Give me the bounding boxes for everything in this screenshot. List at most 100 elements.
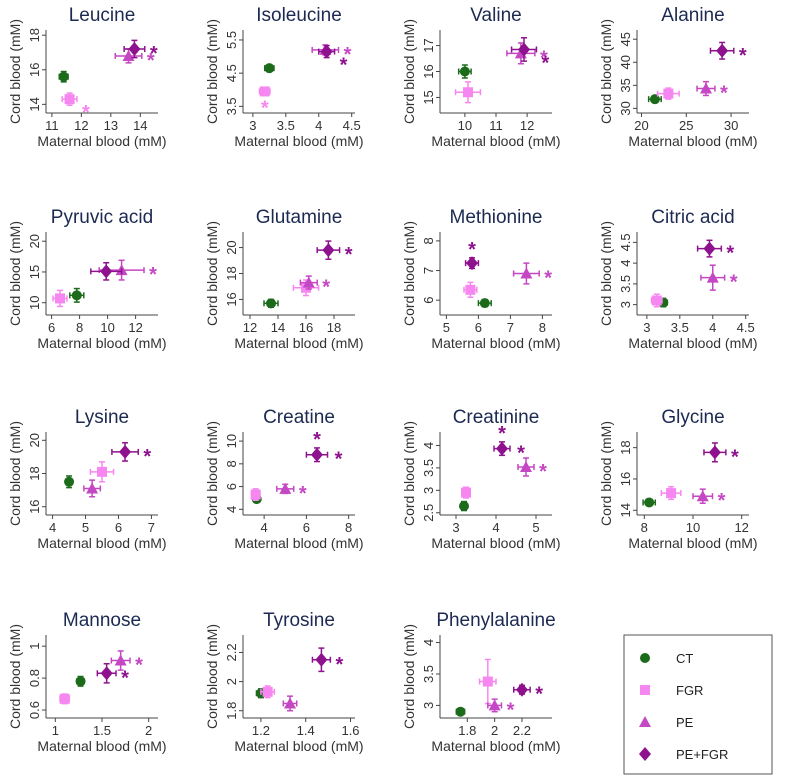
marker-triangle xyxy=(699,82,712,94)
significance-star: * xyxy=(121,667,129,689)
data-point-fgr xyxy=(656,87,680,100)
data-point-ct xyxy=(64,475,75,489)
chart-title: Glycine xyxy=(661,407,724,428)
data-point-fgr xyxy=(660,486,682,501)
data-point-pe: * xyxy=(299,275,330,299)
x-axis-label: Maternal blood (mM) xyxy=(234,738,363,754)
y-tick-label: 5.5 xyxy=(224,31,239,49)
y-tick-label: 30 xyxy=(618,101,633,115)
significance-star: * xyxy=(540,47,548,69)
x-tick-label: 14 xyxy=(271,320,285,335)
marker-diamond xyxy=(515,682,528,697)
x-axis-label: Maternal blood (mM) xyxy=(37,738,166,754)
chart-title: Creatine xyxy=(263,407,335,428)
y-tick-label: 16 xyxy=(224,292,239,306)
x-axis-label: Maternal blood (mM) xyxy=(234,335,363,351)
x-tick-label: 5 xyxy=(443,320,450,335)
marker-square xyxy=(301,282,311,293)
x-tick-label: 10 xyxy=(686,520,700,535)
y-tick-label: 3 xyxy=(618,301,633,308)
data-point-pe: * xyxy=(110,650,143,677)
marker-square xyxy=(482,676,493,687)
x-tick-label: 1.8 xyxy=(458,723,476,738)
y-axis-label: Cord blood (mM) xyxy=(598,221,614,326)
y-tick-label: 3 xyxy=(421,702,436,709)
significance-star: * xyxy=(539,461,547,483)
marker-diamond xyxy=(708,445,721,460)
chart-title: Glutamine xyxy=(256,207,343,228)
x-tick-label: 2 xyxy=(491,723,498,738)
data-point-ct xyxy=(263,298,279,309)
marker-circle xyxy=(649,94,660,105)
data-point-fgr xyxy=(260,685,276,699)
data-point-pe xyxy=(282,695,298,712)
marker-circle xyxy=(266,298,276,309)
y-tick-label: 16 xyxy=(27,499,42,513)
y-tick-label: 17 xyxy=(421,38,436,52)
data-point-fgr xyxy=(461,486,471,499)
y-tick-label: 40 xyxy=(618,55,633,69)
y-tick-label: 4 xyxy=(224,506,239,513)
chart-panel-phenylalanine: Phenylalanine 1.8 2 2.2 3 3.5 4 Maternal blood … xyxy=(401,610,561,754)
y-tick-label: 18 xyxy=(224,266,239,280)
y-tick-label: 0.6 xyxy=(27,701,42,719)
data-point-pe-fgr: * xyxy=(513,682,543,706)
x-axis-label: Maternal blood (mM) xyxy=(234,535,363,551)
data-point-pe-fgr: * xyxy=(311,647,343,676)
y-tick-label: 4 xyxy=(618,260,633,267)
marker-triangle xyxy=(696,490,709,502)
marker-circle xyxy=(71,290,82,301)
marker-square xyxy=(262,686,273,697)
x-tick-label: 10 xyxy=(458,118,472,133)
y-tick-label: 8 xyxy=(421,237,436,244)
significance-star: * xyxy=(335,449,343,471)
data-point-pe-fgr: ** xyxy=(305,429,343,471)
x-tick-label: 10 xyxy=(100,320,114,335)
y-tick-label: 18 xyxy=(27,466,42,480)
data-point-pe: * xyxy=(692,488,726,512)
y-axis-label: Cord blood (mM) xyxy=(204,221,220,326)
marker-diamond xyxy=(119,444,132,459)
x-tick-label: 8 xyxy=(76,320,83,335)
marker-square xyxy=(59,693,70,704)
significance-star: * xyxy=(261,98,269,120)
x-tick-label: 25 xyxy=(679,118,693,133)
significance-star: * xyxy=(344,44,352,66)
y-tick-label: 10 xyxy=(27,295,42,309)
x-axis-label: Maternal blood (mM) xyxy=(37,535,166,551)
significance-star: * xyxy=(299,483,307,505)
marker-circle xyxy=(455,706,466,717)
chart-title: Methionine xyxy=(450,207,543,228)
data-point-fgr xyxy=(52,289,68,308)
x-tick-label: 7 xyxy=(148,520,155,535)
marker-square xyxy=(463,87,473,98)
chart-title: Pyruvic acid xyxy=(51,207,153,228)
x-tick-label: 3 xyxy=(643,320,650,335)
legend: CT FGR PE PE+FGR xyxy=(623,634,773,775)
x-tick-label: 4 xyxy=(315,118,322,133)
x-axis-label: Maternal blood (mM) xyxy=(628,133,757,149)
x-axis-label: Maternal blood (mM) xyxy=(37,133,166,149)
y-tick-label: 1 xyxy=(27,643,42,650)
y-tick-label: 1.8 xyxy=(224,702,239,720)
data-point-ct xyxy=(477,298,492,309)
x-axis-label: Maternal blood (mM) xyxy=(628,335,757,351)
x-tick-label: 3 xyxy=(249,118,256,133)
chart-panel-tyrosine: Tyrosine 1.2 1.4 1.6 1.8 2 2.2 Maternal blood (… xyxy=(204,610,364,754)
x-tick-label: 11 xyxy=(45,118,59,133)
data-point-fgr xyxy=(250,488,261,501)
data-point-pe-fgr: * xyxy=(318,44,348,77)
marker-diamond xyxy=(716,43,729,58)
y-axis-label: Cord blood (mM) xyxy=(7,19,23,124)
x-tick-label: 12 xyxy=(74,118,88,133)
data-point-fgr: * xyxy=(258,86,271,120)
marker-circle xyxy=(58,71,69,82)
y-tick-label: 4 xyxy=(421,639,436,646)
data-point-pe: * xyxy=(487,698,515,721)
y-tick-label: 18 xyxy=(27,28,42,42)
x-axis-label: Maternal blood (mM) xyxy=(37,335,166,351)
marker-diamond xyxy=(310,447,323,462)
marker-circle xyxy=(264,63,275,74)
data-point-pe: * xyxy=(512,262,552,290)
data-point-fgr xyxy=(478,658,497,705)
